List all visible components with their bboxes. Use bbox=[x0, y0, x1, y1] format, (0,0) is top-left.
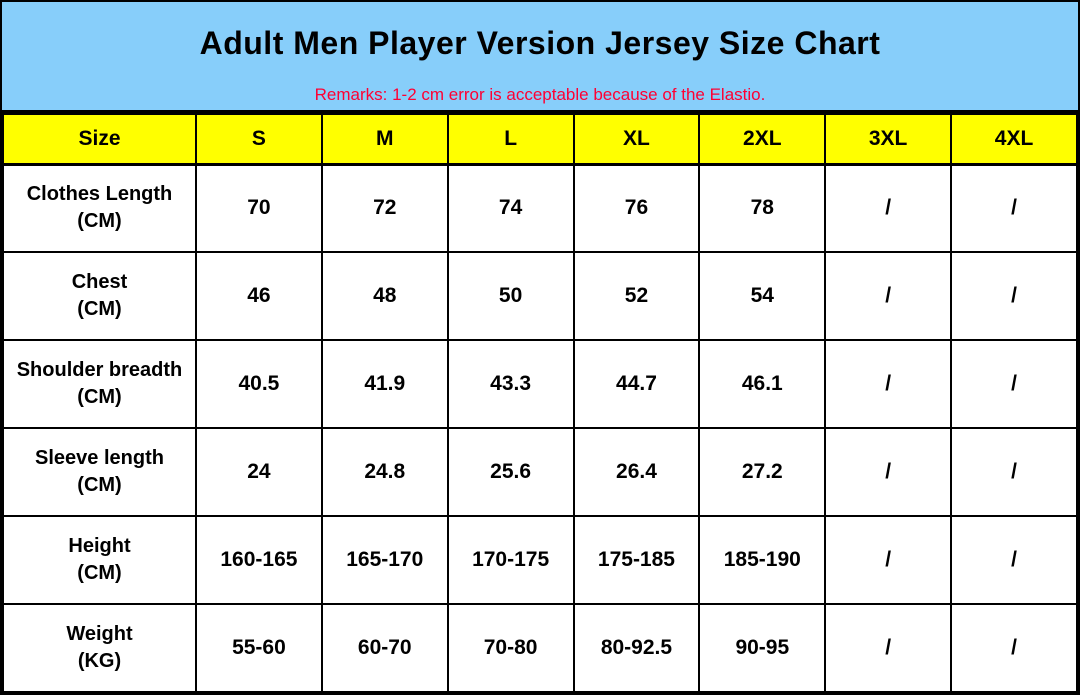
row-label-text: Sleeve length bbox=[35, 447, 164, 469]
row-label-unit: (CM) bbox=[77, 210, 122, 233]
table-row-sleeve-length: Sleeve length (CM) 24 24.8 25.6 26.4 27.… bbox=[2, 427, 1078, 517]
row-label-text: Height bbox=[68, 535, 131, 557]
row-label-text: Shoulder breadth bbox=[16, 359, 183, 381]
cell-value: 170-175 bbox=[446, 515, 575, 605]
row-label: Height (CM) bbox=[2, 515, 197, 605]
row-label: Shoulder breadth (CM) bbox=[2, 339, 197, 429]
cell-value: 72 bbox=[320, 163, 449, 253]
row-label: Chest (CM) bbox=[2, 251, 197, 341]
column-header-s: S bbox=[195, 113, 323, 166]
column-header-l: L bbox=[446, 113, 575, 166]
cell-value: / bbox=[824, 251, 953, 341]
cell-value: 43.3 bbox=[446, 339, 575, 429]
column-header-3xl: 3XL bbox=[824, 113, 953, 166]
table-row-shoulder-breadth: Shoulder breadth (CM) 40.5 41.9 43.3 44.… bbox=[2, 339, 1078, 429]
cell-value: 41.9 bbox=[320, 339, 449, 429]
column-header-2xl: 2XL bbox=[698, 113, 827, 166]
row-label-unit: (CM) bbox=[77, 298, 122, 320]
cell-value: 76 bbox=[572, 163, 701, 253]
cell-value: 26.4 bbox=[572, 427, 701, 517]
column-header-m: M bbox=[320, 113, 449, 166]
cell-value: 46 bbox=[195, 251, 323, 341]
row-label: Sleeve length (CM) bbox=[2, 427, 197, 517]
column-header-size: Size bbox=[2, 113, 197, 166]
cell-value: 54 bbox=[698, 251, 827, 341]
cell-value: 160-165 bbox=[195, 515, 323, 605]
cell-value: / bbox=[950, 251, 1078, 341]
cell-value: / bbox=[950, 603, 1078, 693]
column-header-xl: XL bbox=[572, 113, 701, 166]
row-label-text: Chest bbox=[71, 271, 128, 293]
row-label-unit: (CM) bbox=[77, 386, 122, 408]
cell-value: 165-170 bbox=[320, 515, 449, 605]
row-label-text: Clothes Length bbox=[26, 183, 173, 206]
table-row-height: Height (CM) 160-165 165-170 170-175 175-… bbox=[2, 515, 1078, 605]
chart-header: Adult Men Player Version Jersey Size Cha… bbox=[2, 2, 1078, 113]
cell-value: 185-190 bbox=[698, 515, 827, 605]
cell-value: 44.7 bbox=[572, 339, 701, 429]
cell-value: / bbox=[824, 163, 953, 253]
row-label-text: Weight bbox=[66, 623, 133, 645]
cell-value: 175-185 bbox=[572, 515, 701, 605]
chart-title: Adult Men Player Version Jersey Size Cha… bbox=[199, 25, 881, 61]
cell-value: 70 bbox=[195, 163, 323, 253]
cell-value: 40.5 bbox=[195, 339, 323, 429]
cell-value: / bbox=[824, 427, 953, 517]
table-row-chest: Chest (CM) 46 48 50 52 54 / / bbox=[2, 251, 1078, 341]
cell-value: 90-95 bbox=[698, 603, 827, 693]
size-table: Size S M L XL 2XL 3XL 4XL Clothes Length… bbox=[2, 113, 1078, 693]
row-label: Weight (KG) bbox=[2, 603, 197, 693]
cell-value: 78 bbox=[698, 163, 827, 253]
remarks-text: Remarks: 1-2 cm error is acceptable beca… bbox=[314, 84, 766, 104]
row-label: Clothes Length (CM) bbox=[2, 163, 197, 253]
row-label-unit: (KG) bbox=[77, 650, 122, 672]
cell-value: 52 bbox=[572, 251, 701, 341]
cell-value: 70-80 bbox=[446, 603, 575, 693]
cell-value: 27.2 bbox=[698, 427, 827, 517]
row-label-unit: (CM) bbox=[77, 562, 122, 584]
table-row-clothes-length: Clothes Length (CM) 70 72 74 76 78 / / bbox=[2, 163, 1078, 253]
cell-value: 46.1 bbox=[698, 339, 827, 429]
cell-value: / bbox=[824, 515, 953, 605]
cell-value: / bbox=[950, 339, 1078, 429]
cell-value: 25.6 bbox=[446, 427, 575, 517]
cell-value: 24 bbox=[195, 427, 323, 517]
cell-value: / bbox=[824, 603, 953, 693]
cell-value: 48 bbox=[320, 251, 449, 341]
cell-value: 55-60 bbox=[195, 603, 323, 693]
cell-value: 24.8 bbox=[320, 427, 449, 517]
cell-value: / bbox=[950, 427, 1078, 517]
row-label-unit: (CM) bbox=[77, 474, 122, 496]
cell-value: / bbox=[824, 339, 953, 429]
cell-value: / bbox=[950, 515, 1078, 605]
cell-value: 60-70 bbox=[320, 603, 449, 693]
cell-value: / bbox=[950, 163, 1078, 253]
cell-value: 74 bbox=[446, 163, 575, 253]
table-header-row: Size S M L XL 2XL 3XL 4XL bbox=[2, 113, 1078, 166]
cell-value: 50 bbox=[446, 251, 575, 341]
cell-value: 80-92.5 bbox=[572, 603, 701, 693]
column-header-4xl: 4XL bbox=[950, 113, 1078, 166]
table-row-weight: Weight (KG) 55-60 60-70 70-80 80-92.5 90… bbox=[2, 603, 1078, 693]
